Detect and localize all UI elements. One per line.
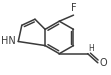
Text: F: F xyxy=(71,3,76,13)
Text: H: H xyxy=(88,44,94,53)
Text: HN: HN xyxy=(1,37,16,46)
Text: O: O xyxy=(99,58,107,68)
